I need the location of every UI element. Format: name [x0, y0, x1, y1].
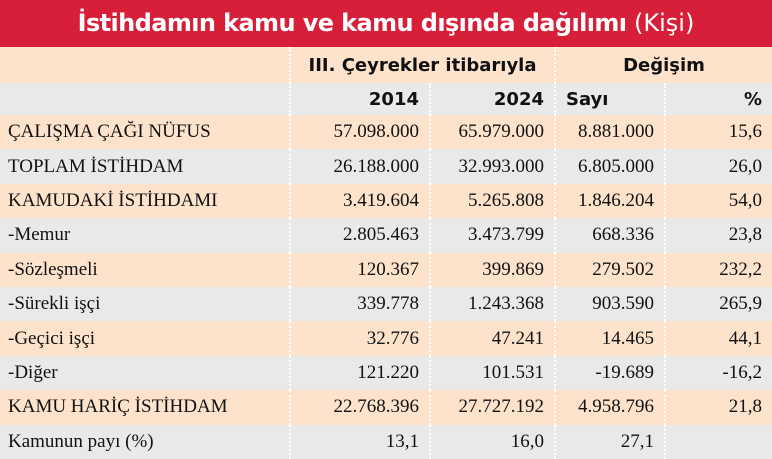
cell: 32.993.000: [429, 149, 555, 184]
row-label: -Memur: [0, 218, 290, 253]
cell: 903.590: [554, 286, 665, 322]
title-bar: İstihdamın kamu ve kamu dışında dağılımı…: [0, 0, 772, 47]
table-row: TOPLAM İSTİHDAM 26.188.000 32.993.000 6.805…: [0, 149, 772, 184]
cell: 44,1: [664, 321, 772, 356]
cell: 65.979.000: [429, 115, 555, 150]
table-row: -Sözleşmeli 120.367 399.869 279.502 232,2: [0, 252, 772, 287]
column-header: %: [664, 83, 772, 115]
cell: 32.776: [289, 321, 430, 356]
cell: -16,2: [664, 355, 772, 391]
group-header: III. Çeyrekler itibarıyla: [289, 47, 555, 83]
data-table: III. Çeyrekler itibarıyla Değişim 2014 2…: [0, 47, 772, 459]
table-row: KAMU HARİÇ İSTİHDAM 22.768.396 27.727.192 4…: [0, 390, 772, 425]
group-header-row: III. Çeyrekler itibarıyla Değişim: [0, 47, 772, 83]
cell: 16,0: [429, 424, 555, 459]
cell: 279.502: [554, 252, 665, 287]
unit: (Kişi): [634, 9, 695, 37]
column-header-row: 2014 2024 Sayı %: [0, 83, 772, 115]
cell: 3.473.799: [429, 218, 555, 253]
table-row: -Sürekli işçi 339.778 1.243.368 903.590 265,…: [0, 286, 772, 322]
column-header: 2024: [429, 83, 555, 115]
table-row: KAMUDAKİ İSTİHDAMI 3.419.604 5.265.808 1.84…: [0, 183, 772, 219]
cell: [664, 424, 772, 459]
cell: 23,8: [664, 218, 772, 253]
cell: 1.243.368: [429, 286, 555, 322]
column-header: 2014: [289, 83, 430, 115]
row-label: -Sürekli işçi: [0, 286, 290, 322]
group-header: Değişim: [554, 47, 772, 83]
cell: 5.265.808: [429, 183, 555, 219]
cell: 6.805.000: [554, 149, 665, 184]
table-row: -Memur 2.805.463 3.473.799 668.336 23,8: [0, 218, 772, 253]
table-row: ÇALIŞMA ÇAĞI NÜFUS 57.098.000 65.979.000 8.…: [0, 115, 772, 150]
cell: 13,1: [289, 424, 430, 459]
cell: 121.220: [289, 355, 430, 391]
cell: 668.336: [554, 218, 665, 253]
cell: 339.778: [289, 286, 430, 322]
cell: 26.188.000: [289, 149, 430, 184]
row-label: -Sözleşmeli: [0, 252, 290, 287]
row-label: KAMUDAKİ İSTİHDAMI: [0, 183, 290, 219]
table-row: Kamunun payı (%) 13,1 16,0 27,1: [0, 424, 772, 459]
cell: 3.419.604: [289, 183, 430, 219]
row-label: TOPLAM İSTİHDAM: [0, 149, 290, 184]
cell: 47.241: [429, 321, 555, 356]
cell: 1.846.204: [554, 183, 665, 219]
cell: 57.098.000: [289, 115, 430, 150]
cell: -19.689: [554, 355, 665, 391]
cell: 120.367: [289, 252, 430, 287]
cell: 232,2: [664, 252, 772, 287]
column-header: Sayı: [554, 83, 665, 115]
row-label: -Diğer: [0, 355, 290, 391]
table-body: III. Çeyrekler itibarıyla Değişim 2014 2…: [0, 47, 772, 459]
cell: 54,0: [664, 183, 772, 219]
title: İstihdamın kamu ve kamu dışında dağılımı: [77, 9, 627, 37]
cell: 4.958.796: [554, 390, 665, 425]
cell: [0, 83, 290, 115]
cell: 22.768.396: [289, 390, 430, 425]
cell: 15,6: [664, 115, 772, 150]
cell: 399.869: [429, 252, 555, 287]
row-label: -Geçici işçi: [0, 321, 290, 356]
cell: 26,0: [664, 149, 772, 184]
cell: 14.465: [554, 321, 665, 356]
row-label: KAMU HARİÇ İSTİHDAM: [0, 390, 290, 425]
cell: 8.881.000: [554, 115, 665, 150]
cell: 27,1: [554, 424, 665, 459]
cell: [0, 47, 290, 83]
row-label: ÇALIŞMA ÇAĞI NÜFUS: [0, 115, 290, 150]
cell: 2.805.463: [289, 218, 430, 253]
row-label: Kamunun payı (%): [0, 424, 290, 459]
cell: 27.727.192: [429, 390, 555, 425]
table-row: -Geçici işçi 32.776 47.241 14.465 44,1: [0, 321, 772, 356]
cell: 101.531: [429, 355, 555, 391]
table-row: -Diğer 121.220 101.531 -19.689 -16,2: [0, 355, 772, 391]
cell: 265,9: [664, 286, 772, 322]
cell: 21,8: [664, 390, 772, 425]
